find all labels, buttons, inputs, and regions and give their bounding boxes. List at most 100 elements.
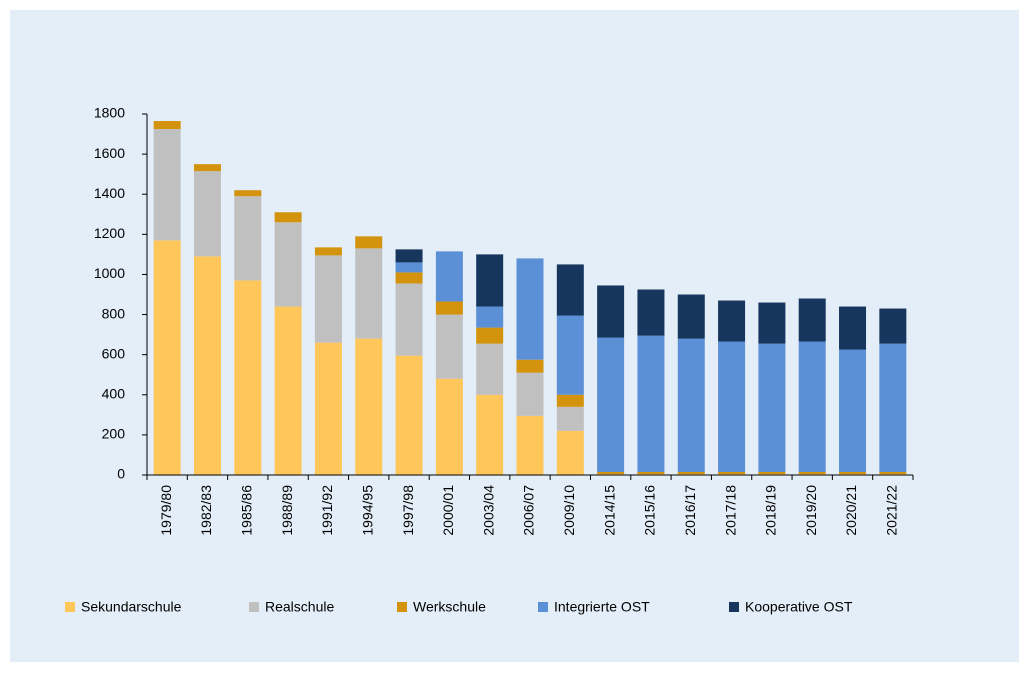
x-tick-label: 1991/92 (319, 485, 335, 536)
bar-segment (314, 342, 342, 475)
bar-segment (758, 473, 786, 475)
bar-segment (193, 164, 221, 172)
bar-segment (718, 341, 746, 472)
bar-segment (637, 335, 665, 472)
legend-swatch (397, 602, 407, 612)
x-tick-label: 2009/10 (561, 485, 577, 536)
bar-segment (234, 196, 262, 281)
bar-segment (355, 236, 383, 249)
legend-swatch (65, 602, 75, 612)
bar-segment (556, 406, 584, 431)
y-tick-label: 1200 (94, 225, 125, 241)
y-tick-label: 1800 (94, 105, 125, 121)
bar-segment (637, 473, 665, 475)
bar-segment (556, 394, 584, 407)
x-tick-label: 2003/04 (480, 485, 496, 536)
legend-label: Sekundarschule (81, 599, 182, 615)
x-tick-label: 2019/20 (803, 485, 819, 536)
bar-segment (798, 471, 826, 474)
legend-swatch (538, 602, 548, 612)
x-tick-label: 1997/98 (400, 485, 416, 536)
bar-segment (314, 247, 342, 256)
bar-segment (879, 308, 907, 344)
bar-segment (435, 314, 463, 379)
bar-segment (395, 355, 423, 475)
bar-segment (274, 306, 302, 475)
bar-segment (879, 343, 907, 472)
x-tick-label: 2017/18 (722, 485, 738, 536)
bar-segment (839, 471, 867, 474)
x-tick-label: 1994/95 (359, 485, 375, 536)
bar-segment (798, 341, 826, 472)
bar-segment (435, 378, 463, 475)
bar-segment (798, 298, 826, 342)
bar-segment (879, 471, 907, 474)
y-tick-label: 200 (102, 426, 126, 442)
bar-segment (758, 343, 786, 472)
x-tick-label: 2014/15 (601, 485, 617, 536)
y-tick-label: 600 (102, 345, 126, 361)
bar-segment (355, 338, 383, 475)
y-tick-label: 800 (102, 305, 126, 321)
bar-segment (476, 394, 504, 475)
bar-segment (516, 258, 544, 360)
x-tick-label: 1985/86 (238, 485, 254, 536)
y-tick-label: 0 (117, 466, 125, 482)
bar-segment (395, 272, 423, 284)
y-tick-label: 1400 (94, 185, 125, 201)
bar-segment (556, 315, 584, 395)
bar-segment (798, 473, 826, 475)
bar-segment (637, 289, 665, 336)
bar-segment (677, 294, 705, 339)
bar-segment (718, 471, 746, 474)
bar-segment (516, 372, 544, 416)
legend-label: Kooperative OST (745, 599, 853, 615)
bar-segment (234, 280, 262, 475)
x-tick-label: 2021/22 (884, 485, 900, 536)
bar-segment (718, 300, 746, 342)
bar-segment (274, 222, 302, 307)
x-tick-label: 2015/16 (642, 485, 658, 536)
x-tick-label: 2016/17 (682, 485, 698, 536)
bar-segment (597, 337, 625, 472)
bar-segment (153, 129, 181, 241)
bar-segment (597, 471, 625, 474)
legend-swatch (729, 602, 739, 612)
bar-segment (314, 255, 342, 343)
legend-label: Integrierte OST (554, 599, 650, 615)
bar-segment (395, 262, 423, 273)
bar-segment (677, 471, 705, 474)
bar-segment (234, 190, 262, 197)
bar-segment (597, 285, 625, 338)
legend-swatch (249, 602, 259, 612)
bar-segment (839, 473, 867, 475)
bar-segment (839, 349, 867, 472)
bar-segment (476, 327, 504, 344)
x-tick-label: 1979/80 (158, 485, 174, 536)
y-tick-label: 1000 (94, 265, 125, 281)
x-tick-label: 2018/19 (763, 485, 779, 536)
x-tick-label: 2006/07 (521, 485, 537, 536)
bar-segment (395, 249, 423, 263)
legend-label: Realschule (265, 599, 334, 615)
legend-label: Werkschule (413, 599, 486, 615)
bar-segment (516, 415, 544, 475)
bar-segment (758, 471, 786, 474)
bar-segment (516, 359, 544, 373)
bar-segment (476, 343, 504, 395)
bar-segment (597, 473, 625, 475)
bar-segment (637, 471, 665, 474)
bar-segment (435, 251, 463, 302)
bar-segment (879, 473, 907, 475)
bar-segment (153, 240, 181, 475)
bar-segment (153, 121, 181, 130)
x-tick-label: 1988/89 (279, 485, 295, 536)
bar-segment (718, 473, 746, 475)
bar-segment (556, 430, 584, 475)
bar-segment (395, 283, 423, 356)
bar-segment (758, 302, 786, 344)
y-tick-label: 1600 (94, 145, 125, 161)
bar-segment (476, 254, 504, 307)
bar-segment (677, 338, 705, 472)
